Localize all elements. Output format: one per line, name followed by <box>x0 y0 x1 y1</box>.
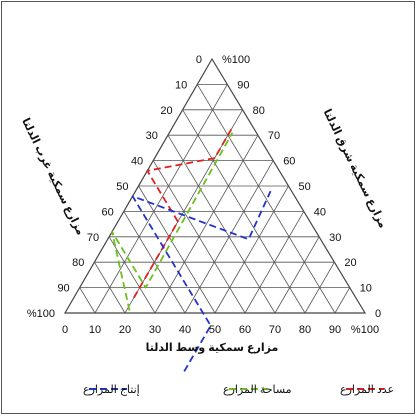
left-tick-label: 50 <box>116 181 128 193</box>
bottom-tick-label: 60 <box>239 324 251 336</box>
triangle-grid <box>63 57 367 314</box>
grid-line-central <box>244 211 305 314</box>
grid-line-west <box>94 261 126 314</box>
grid-line-central <box>154 134 259 314</box>
bottom-tick-label: 80 <box>299 324 311 336</box>
legend: عدد المزارع مساحة المزارع إنتاج المزارع <box>83 384 394 396</box>
bottom-tick-label: 70 <box>269 324 281 336</box>
bottom-axis-title: مزارع سمكية وسط الدلتا <box>146 342 279 354</box>
grid-line-west <box>167 134 276 314</box>
bottom-tick-label: 30 <box>149 324 161 336</box>
left-tick-label: 60 <box>102 206 114 218</box>
right-tick-label: 40 <box>314 206 326 218</box>
right-tick-label: 80 <box>253 105 265 117</box>
left-axis-title: مزارع سمكية غرب الدلتا <box>19 116 86 237</box>
left-tick-label: 0 <box>196 54 202 66</box>
left-tick-label: %100 <box>27 308 55 320</box>
left-tick-label: 90 <box>57 283 69 295</box>
grid-line-west <box>138 185 216 314</box>
bottom-tick-label: 50 <box>209 324 221 336</box>
grid-line-west <box>196 84 336 314</box>
series-layer <box>111 127 272 372</box>
right-tick-label: 70 <box>268 130 280 142</box>
grid-line-central <box>274 236 320 314</box>
left-tick-label: 20 <box>160 105 172 117</box>
right-tick-label: 10 <box>360 283 372 295</box>
bottom-tick-label: %100 <box>351 324 379 336</box>
right-tick-label: %100 <box>222 54 250 66</box>
right-tick-label: 90 <box>237 79 249 91</box>
legend-label-red: عدد المزارع <box>340 384 394 396</box>
legend-label-green: مساحة المزارع <box>223 384 292 396</box>
bottom-tick-label: 10 <box>89 324 101 336</box>
bottom-tick-label: 20 <box>119 324 131 336</box>
grid-line-central <box>304 261 335 314</box>
bottom-tick-label: 90 <box>329 324 341 336</box>
tick-labels: 0 10 20 30 40 50 60 70 80 90 %100 %100 90 80 70 60 50 40 3… <box>27 54 381 336</box>
bottom-tick-label: 0 <box>62 324 68 336</box>
left-tick-label: 40 <box>131 156 143 168</box>
grid-line-west <box>123 211 186 314</box>
right-tick-label: 50 <box>299 181 311 193</box>
legend-label-blue: إنتاج المزارع <box>83 384 140 396</box>
right-tick-label: 60 <box>283 156 295 168</box>
left-tick-label: 10 <box>175 79 187 91</box>
bottom-tick-label: 40 <box>179 324 191 336</box>
series-line-3 <box>131 190 272 372</box>
series-line-2 <box>111 132 234 311</box>
right-tick-label: 20 <box>344 257 356 269</box>
grid-line-central <box>334 287 351 314</box>
left-tick-label: 80 <box>72 257 84 269</box>
grid-line-central <box>94 84 228 314</box>
left-tick-label: 70 <box>87 232 99 244</box>
right-tick-label: 30 <box>329 232 341 244</box>
grid-line-west <box>79 287 96 314</box>
grid-line-central <box>214 185 289 314</box>
left-tick-label: 30 <box>146 130 158 142</box>
right-tick-label: 0 <box>375 308 381 320</box>
grid-line-west <box>108 236 156 314</box>
right-axis-title: مزارع سمكية شرق الدلتا <box>321 107 389 230</box>
